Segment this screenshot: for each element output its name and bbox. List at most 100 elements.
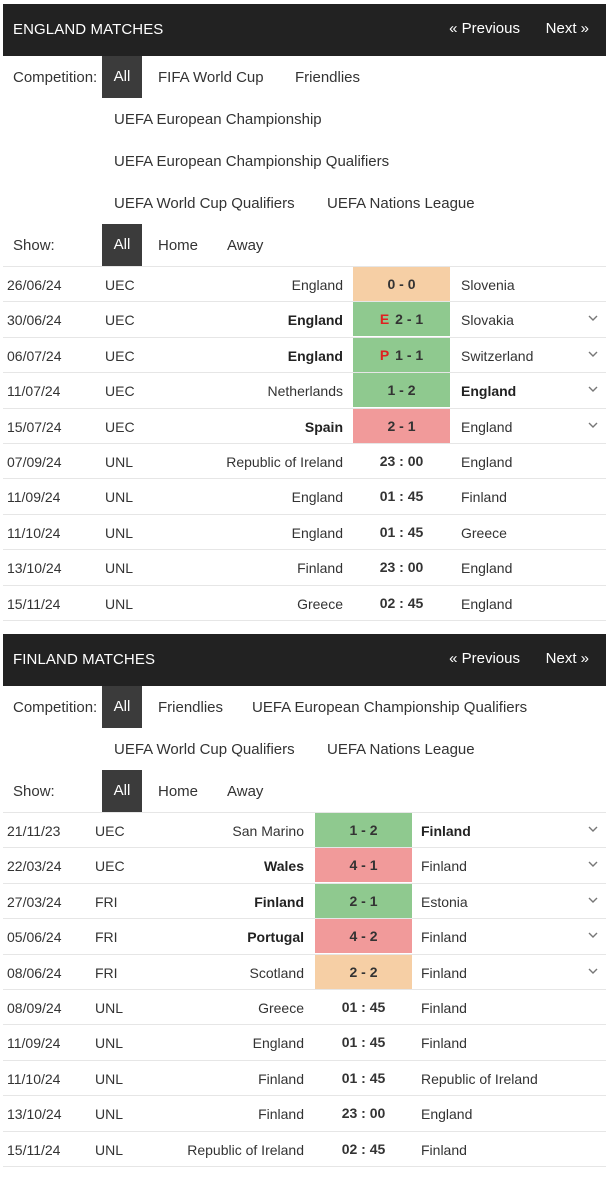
chevron-down-icon[interactable] — [587, 348, 599, 360]
chevron-down-icon[interactable] — [587, 312, 599, 324]
score-text: 02 : 45 — [341, 1140, 386, 1157]
match-row[interactable]: 08/06/24 FRI Scotland 2 - 2 Finland — [3, 954, 606, 990]
competition-uefa-nations-league-tab[interactable]: UEFA Nations League — [327, 741, 475, 758]
away-team: Slovenia — [461, 277, 515, 293]
show-away-tab[interactable]: Away — [227, 237, 264, 254]
match-score: 0 - 0 — [353, 267, 450, 301]
panel-title: ENGLAND MATCHES — [13, 21, 164, 38]
match-score: 01 : 45 — [315, 1061, 412, 1095]
competition-friendlies-tab[interactable]: Friendlies — [295, 69, 361, 86]
match-date: 21/11/23 — [7, 823, 61, 839]
competition-fifa-world-cup-tab[interactable]: FIFA World Cup — [158, 69, 264, 86]
match-score: 23 : 00 — [353, 444, 450, 478]
competition-friendlies-tab[interactable]: Friendlies — [158, 699, 224, 716]
show-home-tab[interactable]: Home — [158, 237, 199, 254]
match-date: 11/10/24 — [7, 1070, 61, 1087]
match-score: 4 - 1 — [315, 848, 412, 883]
chevron-down-icon[interactable] — [587, 894, 599, 906]
match-list: 21/11/23 UEC San Marino 1 - 2 Finland 22/03/2… — [3, 812, 606, 1167]
competition-all-tab[interactable]: All — [102, 56, 142, 98]
match-row[interactable]: 21/11/23 UEC San Marino 1 - 2 Finland — [3, 813, 606, 849]
panel-header: FINLAND MATCHES « Previous Next » — [3, 634, 606, 686]
competition-uefa-euro-qualifiers-tab[interactable]: UEFA European Championship Qualifiers — [252, 699, 528, 716]
match-date: 27/03/24 — [7, 893, 62, 910]
competition-label: Competition: — [13, 69, 98, 86]
home-team: England — [291, 524, 343, 541]
match-date: 06/07/24 — [7, 347, 62, 364]
match-row[interactable]: 30/06/24 UEC England E 2 - 1 Slovakia — [3, 302, 606, 338]
match-row: 11/09/24 UNL England 01 : 45 Finland — [3, 1025, 606, 1061]
score-text: 1 - 2 — [387, 382, 416, 399]
away-team: Slovakia — [461, 312, 514, 329]
show-label: Show: — [13, 783, 55, 800]
show-filter-row: Show: All Home Away — [3, 224, 606, 266]
competition-uefa-euro-tab[interactable]: UEFA European Championship — [114, 111, 322, 128]
match-date: 26/06/24 — [7, 277, 62, 293]
score-text: 01 : 45 — [341, 1034, 386, 1051]
match-row: 11/09/24 UNL England 01 : 45 Finland — [3, 479, 606, 515]
extra-time-flag: E — [379, 311, 390, 328]
score-text: 2 - 1 — [387, 417, 416, 434]
match-competition: UEC — [95, 823, 125, 839]
previous-link[interactable]: « Previous — [449, 20, 520, 37]
home-team: Finland — [258, 1070, 304, 1087]
match-date: 13/10/24 — [7, 1106, 62, 1123]
match-row[interactable]: 15/07/24 UEC Spain 2 - 1 England — [3, 408, 606, 444]
match-row: 13/10/24 UNL Finland 23 : 00 England — [3, 1096, 606, 1132]
match-row[interactable]: 11/07/24 UEC Netherlands 1 - 2 England — [3, 373, 606, 409]
match-competition: UEC — [105, 277, 135, 293]
score-text: 1 - 1 — [395, 346, 424, 363]
match-competition: UNL — [105, 453, 134, 470]
competition-uefa-nations-league-tab[interactable]: UEFA Nations League — [327, 195, 475, 212]
match-date: 15/11/24 — [7, 595, 61, 612]
chevron-down-icon[interactable] — [587, 823, 599, 835]
competition-all-tab[interactable]: All — [102, 686, 142, 728]
match-row[interactable]: 06/07/24 UEC England P 1 - 1 Switzerland — [3, 337, 606, 374]
match-row: 26/06/24 UEC England 0 - 0 Slovenia — [3, 267, 606, 303]
match-score: 23 : 00 — [353, 550, 450, 584]
next-link[interactable]: Next » — [545, 20, 589, 37]
match-row[interactable]: 22/03/24 UEC Wales 4 - 1 Finland — [3, 848, 606, 884]
away-team: England — [461, 418, 513, 435]
chevron-down-icon[interactable] — [587, 929, 599, 941]
match-list: 26/06/24 UEC England 0 - 0 Slovenia 30/06/24 U… — [3, 266, 606, 621]
chevron-down-icon[interactable] — [587, 419, 599, 431]
home-team: Republic of Ireland — [187, 1141, 304, 1158]
match-date: 05/06/24 — [7, 929, 62, 946]
away-team: England — [461, 560, 513, 577]
match-score: 2 - 1 — [315, 883, 412, 918]
previous-link[interactable]: « Previous — [449, 650, 520, 667]
score-text: 01 : 45 — [379, 523, 424, 540]
match-competition: UEC — [95, 858, 125, 875]
home-team: England — [291, 277, 343, 293]
competition-uefa-wc-qualifiers-tab[interactable]: UEFA World Cup Qualifiers — [114, 741, 295, 758]
home-team: Finland — [258, 1106, 304, 1123]
show-all-tab[interactable]: All — [102, 770, 142, 812]
away-team: Switzerland — [461, 347, 534, 364]
next-link[interactable]: Next » — [545, 650, 589, 667]
chevron-down-icon[interactable] — [587, 858, 599, 870]
show-away-tab[interactable]: Away — [227, 783, 264, 800]
chevron-down-icon[interactable] — [587, 383, 599, 395]
match-score: E 2 - 1 — [353, 302, 450, 337]
match-competition: FRI — [95, 929, 118, 946]
show-all-tab[interactable]: All — [102, 224, 142, 266]
show-home-tab[interactable]: Home — [158, 783, 199, 800]
chevron-down-icon[interactable] — [587, 965, 599, 977]
competition-uefa-euro-qualifiers-tab[interactable]: UEFA European Championship Qualifiers — [114, 153, 390, 170]
match-score: 01 : 45 — [353, 479, 450, 513]
score-text: 0 - 0 — [387, 276, 416, 292]
home-team: Scotland — [249, 964, 304, 981]
home-team: Finland — [297, 560, 343, 577]
competition-uefa-wc-qualifiers-tab[interactable]: UEFA World Cup Qualifiers — [114, 195, 295, 212]
match-score: 01 : 45 — [315, 1025, 412, 1059]
match-row[interactable]: 27/03/24 FRI Finland 2 - 1 Estonia — [3, 883, 606, 920]
match-row: 15/11/24 UNL Greece 02 : 45 England — [3, 586, 606, 621]
away-team: England — [461, 453, 513, 470]
match-date: 07/09/24 — [7, 453, 62, 470]
match-competition: UNL — [95, 1035, 124, 1052]
england-matches-panel: ENGLAND MATCHES « Previous Next » Compet… — [3, 4, 606, 621]
match-date: 11/07/24 — [7, 383, 61, 400]
match-row[interactable]: 05/06/24 FRI Portugal 4 - 2 Finland — [3, 919, 606, 955]
away-team: Finland — [421, 1035, 467, 1052]
